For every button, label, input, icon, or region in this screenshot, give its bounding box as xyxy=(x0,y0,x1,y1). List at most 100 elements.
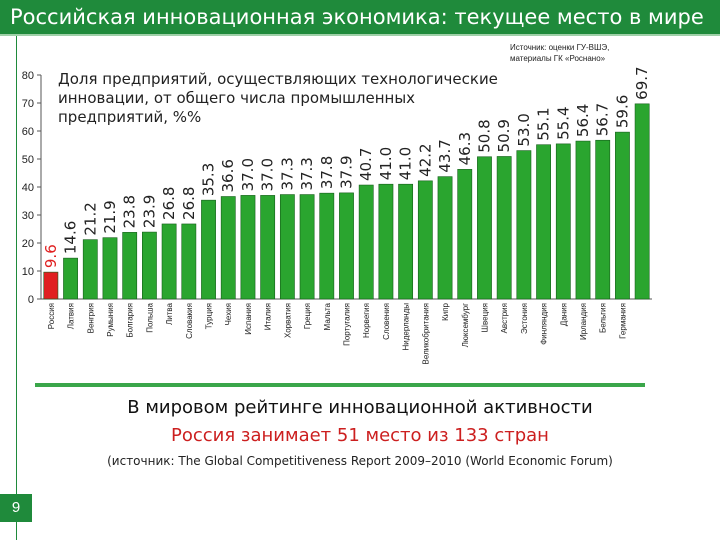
bar xyxy=(43,271,59,300)
ranking-highlight: Россия занимает 51 место из 133 стран xyxy=(171,425,549,446)
bar-value-label: 59.6 xyxy=(613,95,631,128)
x-tick-label: Мальта xyxy=(323,302,332,330)
bar xyxy=(181,223,197,300)
bar-value-label: 55.4 xyxy=(554,106,572,139)
header-divider xyxy=(0,34,720,36)
bar xyxy=(63,257,78,300)
x-tick-label: Дания xyxy=(559,303,568,326)
bar xyxy=(161,223,177,300)
x-tick-label: Норвегия xyxy=(362,303,371,338)
bar xyxy=(240,195,256,300)
y-tick-label: 70 xyxy=(22,98,34,110)
bar-value-label: 37.0 xyxy=(239,158,257,191)
x-tick-label: Финляндия xyxy=(540,303,549,345)
bar-value-label: 9.6 xyxy=(42,244,60,268)
bar-value-label: 21.2 xyxy=(81,202,99,235)
bar xyxy=(122,232,138,300)
bar-value-label: 37.9 xyxy=(338,155,356,188)
bar-value-label: 41.0 xyxy=(397,147,415,180)
bar xyxy=(260,195,276,300)
x-tick-label: Словения xyxy=(382,303,391,340)
x-tick-label: Польша xyxy=(145,302,154,332)
bar xyxy=(378,183,394,300)
bar-value-label: 23.8 xyxy=(121,195,139,228)
bar xyxy=(496,156,512,300)
chart-title: Доля предприятий, осуществляющих техноло… xyxy=(58,70,498,126)
bar-value-label: 50.8 xyxy=(475,119,493,152)
x-tick-label: Болгария xyxy=(126,303,135,338)
source-note: Источник: оценки ГУ-ВШЭ, материалы ГК «Р… xyxy=(510,43,610,63)
bar-value-label: 56.7 xyxy=(594,103,612,136)
y-tick-label: 0 xyxy=(28,294,34,306)
bar-value-label: 35.3 xyxy=(200,163,218,196)
ranking-source: (источник: The Global Competitiveness Re… xyxy=(107,454,613,468)
bar-value-label: 37.3 xyxy=(298,157,316,190)
x-tick-label: Люксембург xyxy=(461,303,470,347)
x-tick-label: Португалия xyxy=(343,303,352,346)
x-tick-label: Бельгия xyxy=(599,303,608,333)
bar-value-label: 50.9 xyxy=(495,119,513,152)
header-bar: Российская инновационная экономика: теку… xyxy=(0,0,720,34)
bar xyxy=(417,180,433,300)
bar-value-label: 36.6 xyxy=(219,159,237,192)
bar xyxy=(634,103,650,300)
y-tick-label: 60 xyxy=(22,126,34,138)
x-tick-label: Хорватия xyxy=(283,303,292,338)
x-tick-label: Швеция xyxy=(480,303,489,332)
y-tick-label: 20 xyxy=(22,238,34,250)
x-tick-label: Румыния xyxy=(106,303,115,337)
bar xyxy=(477,156,492,300)
bar-value-label: 26.8 xyxy=(180,187,198,220)
bar-value-label: 37.8 xyxy=(318,156,336,189)
section-divider xyxy=(35,383,645,387)
bar xyxy=(457,169,473,300)
bar xyxy=(142,231,157,300)
bar-value-label: 23.9 xyxy=(140,195,158,228)
bar xyxy=(595,139,611,300)
bar xyxy=(516,150,532,300)
slide-title: Российская инновационная экономика: теку… xyxy=(10,5,704,29)
bar-value-label: 53.0 xyxy=(515,113,533,146)
x-tick-label: Турция xyxy=(205,303,214,329)
bar xyxy=(220,196,236,300)
ranking-text: В мировом рейтинге инновационной активно… xyxy=(127,397,593,418)
bar xyxy=(319,192,335,300)
y-tick-label: 40 xyxy=(22,182,34,194)
y-tick-label: 30 xyxy=(22,210,34,222)
x-tick-label: Нидерланды xyxy=(402,303,411,351)
x-tick-label: Россия xyxy=(47,303,56,329)
x-tick-label: Литва xyxy=(165,302,174,325)
bar-value-label: 21.9 xyxy=(101,200,119,233)
left-accent-line xyxy=(16,36,17,540)
bar xyxy=(358,184,374,300)
x-tick-label: Испания xyxy=(244,303,253,335)
bar xyxy=(575,140,591,300)
bar xyxy=(339,192,354,300)
bar xyxy=(615,131,630,300)
bar-value-label: 56.4 xyxy=(574,104,592,137)
bar xyxy=(279,194,295,300)
x-tick-label: Венгрия xyxy=(86,303,95,333)
bar-value-label: 37.0 xyxy=(259,158,277,191)
bar-value-label: 37.3 xyxy=(278,157,296,190)
x-tick-label: Словакия xyxy=(185,303,194,339)
bar xyxy=(536,144,551,300)
x-tick-label: Латвия xyxy=(67,303,76,329)
x-tick-label: Эстония xyxy=(520,303,529,334)
x-tick-label: Австрия xyxy=(500,303,509,333)
bar-value-label: 43.7 xyxy=(436,139,454,172)
x-tick-label: Ирландия xyxy=(579,303,588,340)
y-tick-label: 50 xyxy=(22,154,34,166)
bar xyxy=(398,183,414,300)
x-tick-label: Чехия xyxy=(224,303,233,325)
x-tick-label: Кипр xyxy=(441,302,450,320)
bar xyxy=(437,176,453,300)
y-tick-label: 80 xyxy=(22,70,34,82)
x-tick-label: Великобритания xyxy=(421,303,430,364)
x-tick-label: Италия xyxy=(264,303,273,330)
bar xyxy=(82,239,98,300)
x-tick-label: Германия xyxy=(618,303,627,339)
page-number: 9 xyxy=(0,494,32,522)
bar-value-label: 41.0 xyxy=(377,147,395,180)
